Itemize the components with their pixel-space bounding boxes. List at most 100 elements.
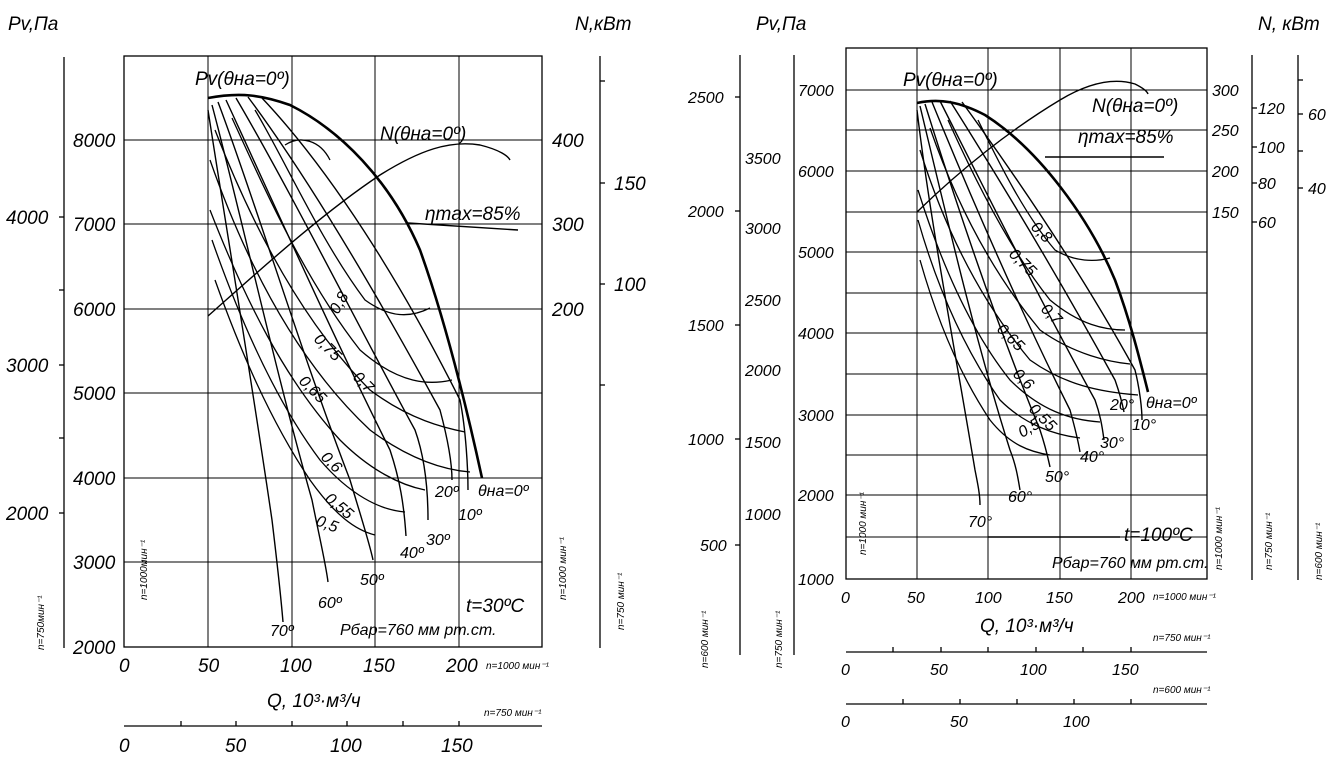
- left-n750-label-100: 100: [614, 275, 646, 296]
- left-vane-label-70: 70º: [270, 623, 295, 640]
- right-x600-label-0: 0: [841, 714, 850, 731]
- left-x750-label-100: 100: [330, 736, 362, 757]
- right-x600-label-50: 50: [950, 714, 968, 731]
- left-vane-label-0: θна=0º: [478, 483, 530, 500]
- left-vane-label-10: 10º: [458, 507, 483, 524]
- right-x1000-rpm-label: n=1000 мин⁻¹: [1153, 592, 1217, 603]
- left-power-curve: [207, 143, 511, 317]
- left-grid: [124, 56, 542, 647]
- left-n1000-label-300: 300: [552, 215, 584, 236]
- left-vane-curve-70: [207, 109, 284, 623]
- left-x750-rpm-label: n=750 мин⁻¹: [484, 708, 542, 719]
- right-x600-rpm-label: n=600 мин⁻¹: [1153, 685, 1211, 696]
- right-plot-frame: [845, 47, 1208, 580]
- right-pv600-label-1000: 1000: [688, 432, 724, 449]
- right-power-label: N(θна=0º): [1092, 96, 1178, 117]
- right-vane-curve-30: [939, 100, 1105, 441]
- left-pv750-label-3000: 3000: [6, 356, 49, 377]
- left-pv1000-label-2000: 2000: [72, 638, 116, 659]
- right-pv1000-label-3000: 3000: [798, 408, 834, 425]
- left-vane-curve-20: [247, 96, 453, 481]
- right-pv600-label-500: 500: [700, 538, 727, 555]
- left-eff-curve-0.7: [214, 129, 466, 433]
- right-n1000-label-150: 150: [1212, 205, 1239, 222]
- left-pv750-label-4000: 4000: [6, 208, 49, 229]
- right-eff-curve-0.5: [919, 259, 1051, 456]
- left-pv750-label-2000: 2000: [5, 504, 49, 525]
- left-x1000-rpm-label: n=1000 мин⁻¹: [486, 661, 550, 672]
- right-pressure-label: Pбар=760 мм рт.ст.: [1052, 555, 1208, 572]
- left-eff-curve-0.75: [231, 117, 453, 384]
- left-vane-label-60: 60º: [318, 595, 343, 612]
- left-x-label-150: 150: [363, 656, 395, 677]
- left-x-label-50: 50: [198, 656, 220, 677]
- left-pv1000-label-8000: 8000: [73, 131, 116, 152]
- right-n750-label-80: 80: [1258, 176, 1276, 193]
- right-eff-curve-0.65: [919, 149, 1139, 396]
- left-chart: Pv,Па N,кВт 4000 3000 2000 n=750мин⁻¹: [5, 14, 646, 757]
- right-vane-label-20: 20°: [1109, 397, 1135, 414]
- right-eff-curve-0.6: [917, 189, 1101, 423]
- right-pv600-label-2000: 2000: [687, 204, 724, 221]
- right-x750-rpm-label: n=750 мин⁻¹: [1153, 633, 1211, 644]
- left-pv1000-label-6000: 6000: [73, 300, 116, 321]
- left-vane-label-30: 30º: [426, 532, 451, 549]
- right-pv1000-label-7000: 7000: [798, 83, 834, 100]
- left-vane-label-50: 50º: [360, 572, 385, 589]
- right-x-label-150: 150: [1046, 590, 1073, 607]
- left-x-label-100: 100: [280, 656, 312, 677]
- left-pv1000-label-3000: 3000: [73, 553, 116, 574]
- left-n1000-rpm-label: n=1000 мин⁻¹: [558, 536, 569, 600]
- right-curves: [916, 80, 1164, 506]
- right-vane-label-30: 30°: [1100, 435, 1125, 452]
- right-n1000-label-300: 300: [1212, 83, 1239, 100]
- left-pv750-rpm-label: n=750мин⁻¹: [36, 595, 47, 650]
- left-eff-curve-0.55: [211, 239, 406, 513]
- right-eff-curve-0.8: [977, 119, 1111, 262]
- right-n750-label-120: 120: [1258, 101, 1285, 118]
- right-x750-label-100: 100: [1020, 662, 1047, 679]
- left-pv1000-label-7000: 7000: [73, 215, 116, 236]
- right-pv600-rpm-label: n=600 мин⁻¹: [700, 610, 711, 668]
- right-n1000-label-200: 200: [1211, 164, 1239, 181]
- right-n600-label-60: 60: [1308, 107, 1326, 124]
- right-pv750-label-3500: 3500: [745, 151, 781, 168]
- left-curves: [207, 93, 519, 623]
- right-pv1000-label-2000: 2000: [797, 488, 834, 505]
- left-peak-label: Pv(θна=0º): [195, 69, 290, 90]
- right-pv1000-rpm-label: n=1000 мин⁻¹: [858, 491, 869, 555]
- right-pv-envelope-curve: [916, 99, 1150, 393]
- left-x-label-0: 0: [119, 656, 130, 677]
- right-peak-label: Pv(θна=0º): [903, 70, 998, 91]
- right-pv750-label-3000: 3000: [745, 221, 781, 238]
- left-n750-rpm-label: n=750 мин⁻¹: [616, 572, 627, 630]
- right-vane-label-0: θна=0º: [1146, 395, 1198, 412]
- right-pv750-label-1000: 1000: [745, 507, 781, 524]
- right-n600-label-40: 40: [1308, 181, 1326, 198]
- left-x750-label-0: 0: [119, 736, 130, 757]
- right-eff-label-0.75: 0,75: [1005, 246, 1039, 280]
- left-xlabel: Q, 10³·м³/ч: [267, 691, 361, 712]
- left-eff-leader: [407, 222, 519, 231]
- right-x600-label-100: 100: [1063, 714, 1090, 731]
- left-n1000-label-400: 400: [552, 131, 584, 152]
- right-eff-label-0.6: 0,6: [1009, 366, 1037, 394]
- right-vane-curve-40: [931, 101, 1081, 453]
- right-pv750-rpm-label: n=750 мин⁻¹: [774, 610, 785, 668]
- right-n1000-rpm-label: n=1000 мин⁻¹: [1214, 506, 1225, 570]
- left-x750-label-50: 50: [225, 736, 247, 757]
- left-vane-label-20: 20º: [434, 484, 460, 501]
- left-ylabel-pv: Pv,Па: [8, 14, 58, 35]
- left-eff-curve-extra: [284, 139, 331, 161]
- right-pv1000-label-1000: 1000: [798, 572, 834, 589]
- left-eff-label-0.5: 0,5: [314, 513, 341, 537]
- right-pv750-label-2500: 2500: [744, 293, 781, 310]
- right-vane-label-10: 10°: [1132, 417, 1157, 434]
- left-plot-frame: [123, 55, 543, 648]
- right-n750-rpm-label: n=750 мин⁻¹: [1264, 512, 1275, 570]
- right-pv750-label-1500: 1500: [745, 435, 781, 452]
- right-xlabel: Q, 10³·м³/ч: [980, 616, 1074, 637]
- right-eff-curve-0.75: [947, 119, 1126, 331]
- right-pv600-label-1500: 1500: [688, 318, 724, 335]
